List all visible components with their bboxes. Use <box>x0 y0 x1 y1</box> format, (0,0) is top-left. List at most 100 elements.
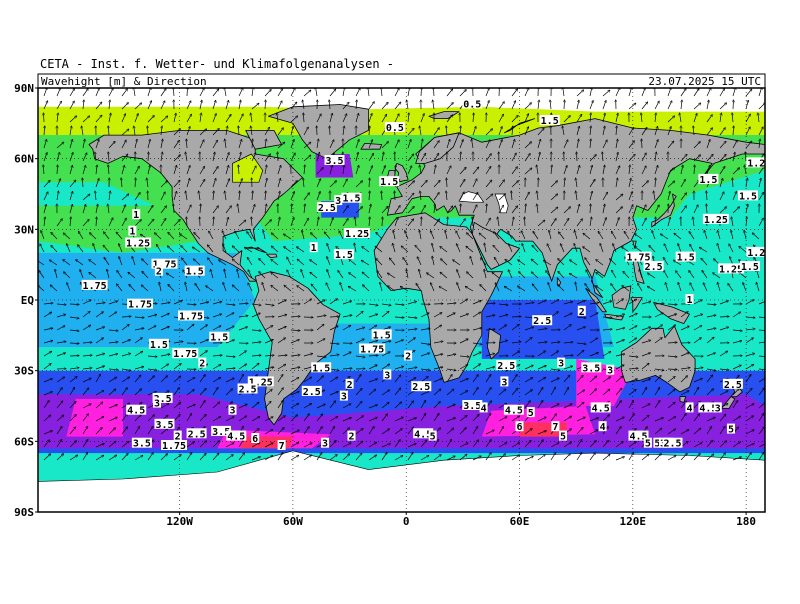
wave-height-label: 3 <box>501 377 507 388</box>
longitude-axis: 120W 60W 0 60E 120E 180 <box>166 512 756 528</box>
wave-height-label: 5 <box>728 425 734 436</box>
wave-height-label: 5 <box>528 408 534 419</box>
valid-time: 23.07.2025 15 UTC <box>648 75 761 88</box>
wave-height-label: 1.25 <box>704 215 728 226</box>
wave-height-label: 2.5 <box>318 203 336 214</box>
lon-label: 120W <box>166 515 193 528</box>
wave-height-label: 1 <box>133 210 139 221</box>
wave-height-label: 1.75 <box>162 441 186 452</box>
direction-arrow <box>577 152 578 161</box>
direction-arrow <box>564 100 565 109</box>
wave-height-label: 3.5 <box>463 401 481 412</box>
wave-height-label: 1.5 <box>186 267 204 278</box>
header-title: CETA - Inst. f. Wetter- und Klimafolgena… <box>40 57 394 71</box>
direction-arrow <box>525 217 526 226</box>
wave-height-label: 3.5 <box>133 439 151 450</box>
wave-height-label: 4.5 <box>227 432 245 443</box>
wave-height-label: 1.75 <box>173 349 197 360</box>
wave-height-label: 4.5 <box>592 403 610 414</box>
lat-label: 60S <box>14 435 34 448</box>
direction-arrow <box>642 139 643 148</box>
wave-height-label: 6 <box>252 434 258 445</box>
lon-label: 60W <box>283 515 303 528</box>
wave-height-label: 7 <box>552 422 558 433</box>
wave-height-label: 1.5 <box>342 194 360 205</box>
wave-height-label: 1.5 <box>699 175 717 186</box>
wave-height-label: 2.5 <box>533 316 551 327</box>
wave-height-label: 7 <box>279 441 285 452</box>
wave-height-label: 1.5 <box>741 262 759 273</box>
lat-label: 30N <box>14 223 34 236</box>
wave-height-label: 1.25 <box>747 248 771 259</box>
wave-height-label: 4 <box>600 422 606 433</box>
wave-height-label: 1.25 <box>747 158 771 169</box>
lat-label: EQ <box>21 294 35 307</box>
wave-height-label: 2.5 <box>645 262 663 273</box>
wave-height-label: 2.5 <box>188 429 206 440</box>
wave-height-label: 2 <box>199 359 205 370</box>
wave-height-label: 2 <box>347 380 353 391</box>
wave-height-label: 3.5 <box>325 156 343 167</box>
lon-label: 180 <box>736 515 756 528</box>
wave-height-label: 3 <box>558 359 564 370</box>
wave-height-label: 2 <box>156 267 162 278</box>
wave-height-label: 3 <box>607 366 613 377</box>
wave-height-label: 1.25 <box>126 239 150 250</box>
wave-height-label: 3.5 <box>582 363 600 374</box>
lon-label: 0 <box>403 515 410 528</box>
direction-arrow <box>70 343 79 344</box>
wave-height-label: 1.5 <box>541 116 559 127</box>
wave-height-label: 1.5 <box>150 340 168 351</box>
wave-height-label: 1.5 <box>373 330 391 341</box>
wave-height-label: 1.5 <box>312 363 330 374</box>
direction-arrow <box>733 100 734 109</box>
wave-height-label: 4 <box>481 403 487 414</box>
wave-height-label: 1.75 <box>360 345 384 356</box>
lat-label: 90N <box>14 82 34 95</box>
wave-height-label: 1.5 <box>677 253 695 264</box>
wave-height-label: 3 <box>322 439 328 450</box>
direction-arrow <box>395 191 396 200</box>
product-label: Wavehight [m] & Direction <box>41 75 207 88</box>
land-iceland <box>361 143 382 149</box>
wave-height-label: 2 <box>348 432 354 443</box>
direction-arrow <box>668 369 677 370</box>
wave-height-label: 2.5 <box>412 382 430 393</box>
lon-label: 120E <box>620 515 647 528</box>
lon-label: 60E <box>510 515 530 528</box>
wave-height-label: 1.5 <box>335 250 353 261</box>
direction-arrow <box>382 217 383 226</box>
wave-height-label: 5 <box>560 432 566 443</box>
wave-height-label: 1.75 <box>128 300 152 311</box>
wave-height-label: 4 <box>686 403 692 414</box>
wave-height-label: 1.5 <box>380 177 398 188</box>
wave-height-label: 1.5 <box>210 333 228 344</box>
lat-label: 90S <box>14 506 34 519</box>
direction-arrow <box>44 113 45 122</box>
wave-height-label: 4.5 <box>505 406 523 417</box>
wave-height-label: 2 <box>405 352 411 363</box>
band-extreme-west <box>66 399 123 437</box>
wave-height-label: 0.5 <box>463 100 481 111</box>
wave-height-label: 3 <box>154 399 160 410</box>
lat-label: 30S <box>14 365 34 378</box>
wave-height-label: 6 <box>516 422 522 433</box>
direction-arrow <box>278 152 279 161</box>
direction-arrow <box>70 304 79 305</box>
wave-height-label: 1 <box>686 295 692 306</box>
wave-height-label: 2.5 <box>239 385 257 396</box>
wave-height-label: 1.25 <box>719 264 743 275</box>
direction-arrow <box>330 126 331 135</box>
lat-label: 60N <box>14 153 34 166</box>
wave-height-label: 4.5 <box>127 406 145 417</box>
wave-height-label: 3.5 <box>155 420 173 431</box>
wave-height-label: 1.75 <box>83 281 107 292</box>
wave-height-label: 1 <box>129 227 135 238</box>
wave-height-label: 3 <box>384 370 390 381</box>
wave-height-label: 0.5 <box>386 123 404 134</box>
wave-height-label: 3 <box>229 406 235 417</box>
wave-height-label: 2.5 <box>663 439 681 450</box>
direction-arrow <box>148 152 149 161</box>
